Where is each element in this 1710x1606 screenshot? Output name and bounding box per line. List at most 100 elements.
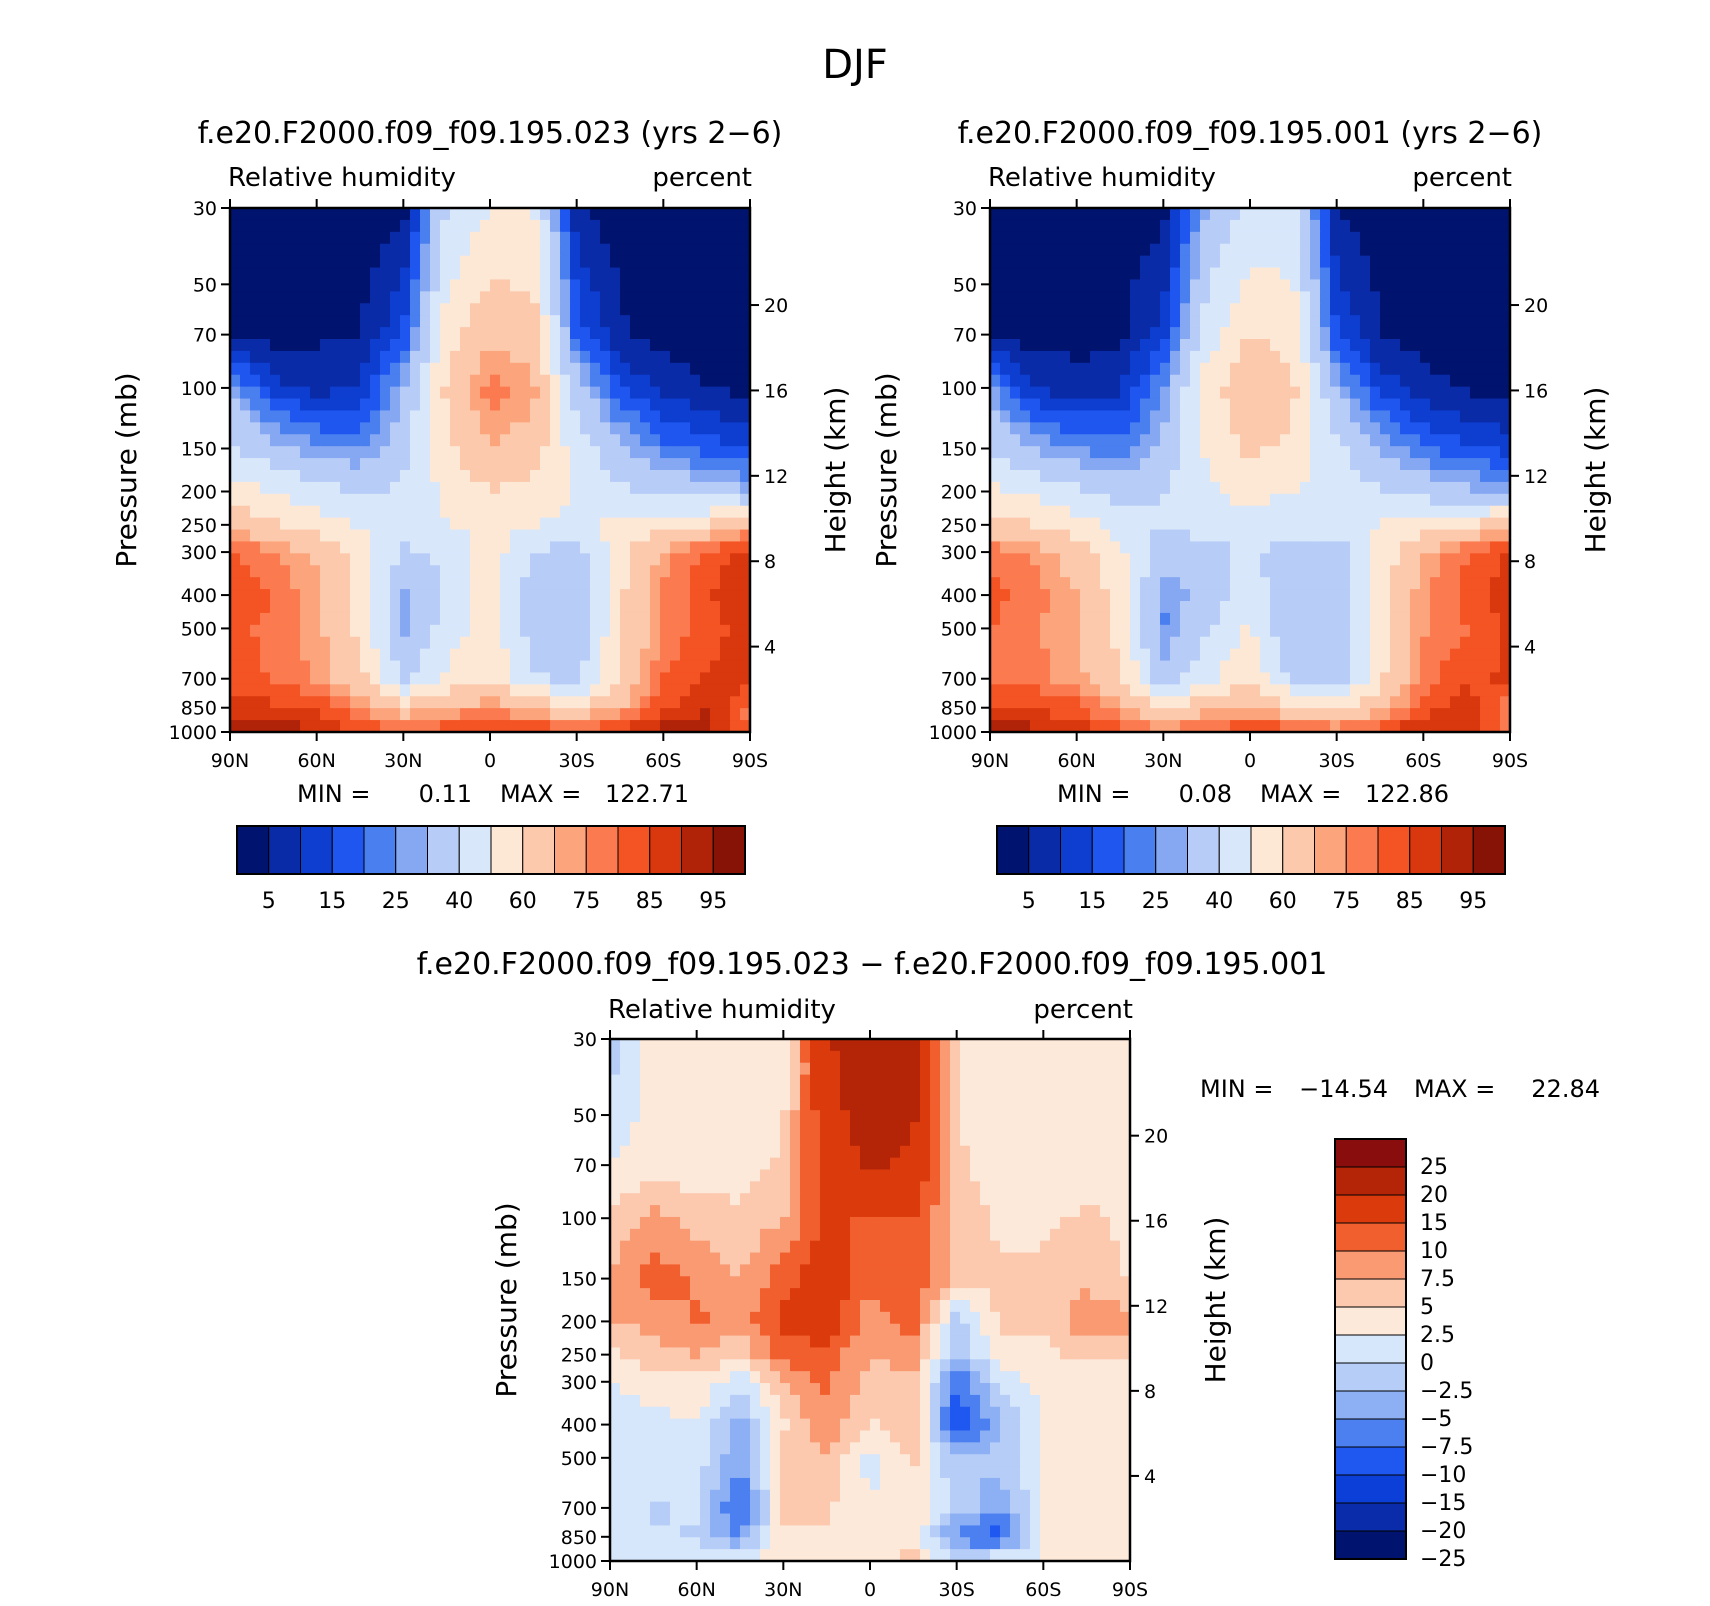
case-field-cell bbox=[350, 672, 361, 685]
case-field-cell bbox=[380, 434, 391, 447]
control-field-cell bbox=[1370, 565, 1381, 578]
case-field-cell bbox=[430, 327, 441, 340]
control-field-cell bbox=[1100, 696, 1111, 709]
control-field-cell bbox=[1230, 303, 1241, 316]
control-field-cell bbox=[1180, 410, 1191, 423]
control-field-cell bbox=[1190, 493, 1201, 507]
case-field-cell bbox=[360, 410, 371, 423]
case-field-cell bbox=[370, 219, 381, 233]
difference-field-cell bbox=[920, 1039, 931, 1052]
case-field-cell bbox=[660, 493, 671, 507]
control-field-cell bbox=[1500, 208, 1511, 221]
control-field-cell bbox=[1320, 362, 1331, 376]
control-field-cell bbox=[1240, 517, 1251, 531]
control-field-cell bbox=[1210, 398, 1221, 412]
case-field-cell bbox=[240, 398, 251, 412]
control-field-cell bbox=[1450, 505, 1461, 519]
control-field-cell bbox=[1420, 386, 1431, 400]
case-field-cell bbox=[270, 660, 281, 674]
control-field-cell bbox=[1350, 612, 1361, 626]
control-field-cell bbox=[1390, 577, 1401, 590]
case-field-cell bbox=[710, 612, 721, 626]
control-colorbar-label: 40 bbox=[1205, 889, 1233, 914]
difference-field-cell bbox=[860, 1062, 871, 1076]
control-field-cell bbox=[1290, 458, 1301, 471]
case-field-cell bbox=[470, 279, 481, 292]
case-field-cell bbox=[510, 339, 521, 352]
case-field-cell bbox=[260, 493, 271, 507]
case-field-cell bbox=[700, 458, 711, 471]
control-field-cell bbox=[1440, 505, 1451, 519]
control-field-cell bbox=[1110, 577, 1121, 590]
case-field-cell bbox=[240, 350, 251, 364]
control-field-cell bbox=[1070, 410, 1081, 423]
case-field-cell bbox=[610, 398, 621, 412]
case-field-cell bbox=[550, 219, 561, 233]
case-field-cell bbox=[380, 648, 391, 662]
control-field-cell bbox=[1400, 243, 1411, 257]
case-field-cell bbox=[450, 696, 461, 709]
difference-field-cell bbox=[770, 1074, 781, 1088]
panel-difference-title: f.e20.F2000.f09_f09.195.023 − f.e20.F200… bbox=[417, 947, 1328, 982]
control-field-cell bbox=[1320, 339, 1331, 352]
case-field-cell bbox=[450, 648, 461, 662]
case-field-cell bbox=[580, 422, 591, 435]
case-field-cell bbox=[440, 267, 451, 281]
control-field-cell bbox=[1060, 696, 1071, 709]
control-field-cell bbox=[1450, 493, 1461, 507]
case-field-cell bbox=[280, 267, 291, 281]
case-field-cell bbox=[740, 243, 751, 257]
case-field-cell bbox=[460, 386, 471, 400]
control-field-cell bbox=[1260, 684, 1271, 697]
case-field-cell bbox=[370, 279, 381, 292]
control-field-cell bbox=[1450, 339, 1461, 352]
control-field-cell bbox=[1220, 267, 1231, 281]
control-field-cell bbox=[1270, 577, 1281, 590]
case-field-cell bbox=[520, 660, 531, 674]
control-field-cell bbox=[1360, 684, 1371, 697]
control-field-cell bbox=[1490, 434, 1501, 447]
control-colorbar-label: 5 bbox=[1022, 889, 1036, 914]
case-field-cell bbox=[510, 505, 521, 519]
case-field-cell bbox=[600, 517, 611, 531]
control-field-cell bbox=[1400, 446, 1411, 459]
control-field-cell bbox=[1460, 374, 1471, 388]
control-field-cell bbox=[1110, 398, 1121, 412]
case-field-cell bbox=[620, 362, 631, 376]
control-field-cell bbox=[1130, 470, 1141, 483]
difference-field-cell bbox=[690, 1050, 701, 1064]
difference-field-cell bbox=[700, 1074, 711, 1088]
control-field-cell bbox=[1000, 410, 1011, 423]
case-field-cell bbox=[520, 493, 531, 507]
difference-field-cell bbox=[1070, 1062, 1081, 1076]
panel-control-plot: 90N 60N 30N 0 30S 60S 90S305070100150200250300… bbox=[870, 198, 1612, 772]
control-field-cell bbox=[1400, 481, 1411, 495]
control-field-cell bbox=[1410, 434, 1421, 447]
control-field-cell bbox=[1190, 672, 1201, 685]
control-field-cell bbox=[1140, 636, 1151, 650]
case-field-cell bbox=[430, 541, 441, 554]
difference-field-cell bbox=[1050, 1074, 1061, 1088]
case-field-cell bbox=[660, 470, 671, 483]
case-field-cell bbox=[300, 660, 311, 674]
control-field-cell bbox=[1470, 708, 1481, 721]
case-field-cell bbox=[430, 470, 441, 483]
control-field-cell bbox=[1470, 720, 1481, 733]
difference-field-cell bbox=[850, 1074, 861, 1088]
case-field-cell bbox=[470, 470, 481, 483]
case-field-cell bbox=[610, 684, 621, 697]
control-field-cell bbox=[1110, 493, 1121, 507]
case-field-cell bbox=[290, 279, 301, 292]
case-field-cell bbox=[440, 517, 451, 531]
control-field-cell bbox=[1110, 648, 1121, 662]
control-field-cell bbox=[990, 446, 1001, 459]
panel-difference: f.e20.F2000.f09_f09.195.023 − f.e20.F200… bbox=[417, 947, 1600, 1601]
case-field-cell bbox=[740, 470, 751, 483]
control-field-cell bbox=[1420, 565, 1431, 578]
difference-field-cell bbox=[610, 1074, 621, 1088]
control-field-cell bbox=[1160, 529, 1171, 543]
control-field-cell bbox=[1080, 231, 1091, 245]
control-field-cell bbox=[1130, 529, 1141, 543]
case-field-cell bbox=[720, 386, 731, 400]
case-field-cell bbox=[700, 279, 711, 292]
